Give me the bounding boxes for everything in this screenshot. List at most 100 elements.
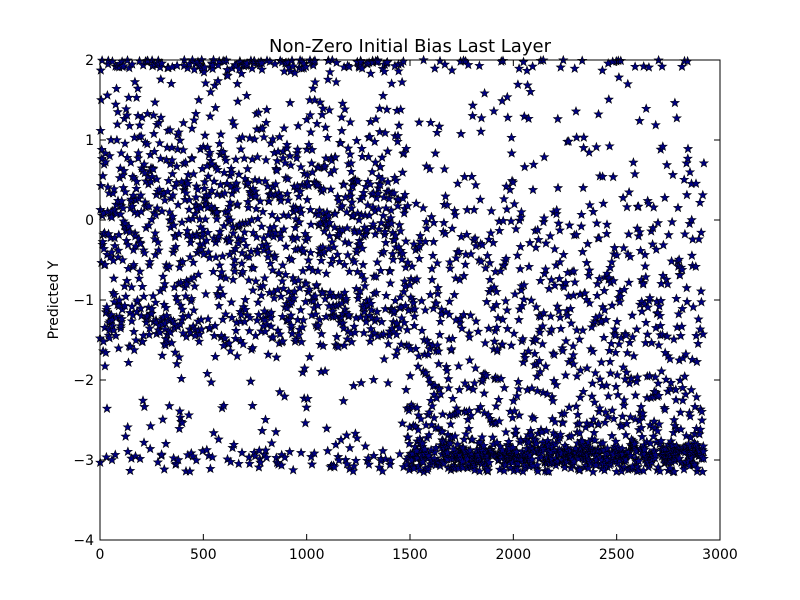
scatter-point (274, 328, 286, 339)
scatter-point (100, 347, 111, 358)
x-tick-label: 500 (190, 547, 217, 563)
scatter-point (239, 153, 250, 163)
scatter-point (452, 178, 463, 188)
scatter-point (229, 254, 240, 265)
scatter-point (156, 449, 167, 459)
scatter-point (458, 270, 470, 281)
scatter-point (149, 146, 160, 157)
scatter-point (652, 425, 663, 436)
scatter-point (131, 176, 142, 186)
scatter-point (476, 431, 488, 442)
scatter-point (621, 330, 632, 340)
scatter-point (100, 259, 111, 270)
scatter-point (335, 137, 346, 148)
scatter-point (314, 97, 326, 107)
scatter-point (507, 412, 518, 423)
scatter-point (245, 376, 256, 386)
scatter-point (385, 277, 396, 288)
scatter-point (510, 424, 521, 434)
scatter-point (110, 99, 121, 109)
scatter-point (488, 105, 500, 116)
scatter-point (438, 217, 450, 228)
scatter-point (180, 157, 191, 167)
scatter-point (278, 209, 289, 220)
scatter-point (310, 290, 321, 301)
scatter-point (200, 288, 211, 299)
scatter-point (453, 246, 465, 257)
scatter-point (95, 125, 106, 136)
scatter-point (605, 262, 616, 273)
scatter-point (301, 144, 313, 154)
scatter-point (365, 323, 377, 334)
scatter-point (144, 323, 155, 333)
scatter-point (522, 79, 533, 90)
scatter-point (220, 308, 231, 319)
scatter-point (178, 117, 189, 128)
scatter-point (391, 175, 402, 185)
scatter-point (590, 315, 601, 326)
scatter-point (671, 293, 682, 304)
scatter-point (555, 429, 566, 439)
scatter-point (563, 402, 575, 412)
scatter-point (316, 328, 327, 339)
scatter-point (295, 447, 307, 458)
scatter-point (324, 66, 336, 77)
scatter-point (391, 329, 402, 339)
scatter-point (462, 414, 474, 425)
scatter-point (157, 350, 168, 360)
y-tick-label: −3 (73, 453, 94, 469)
scatter-point (597, 171, 608, 182)
scatter-point (358, 187, 369, 198)
scatter-point (394, 219, 405, 230)
scatter-point (310, 309, 321, 319)
scatter-point (242, 163, 253, 174)
scatter-point (691, 391, 702, 402)
scatter-point (167, 211, 178, 221)
scatter-point (480, 337, 491, 348)
scatter-point (630, 390, 641, 400)
scatter-point (688, 301, 699, 312)
scatter-point (571, 370, 583, 381)
scatter-point (618, 242, 629, 253)
scatter-point (357, 151, 368, 162)
scatter-point (578, 142, 589, 153)
scatter-point (534, 327, 545, 337)
scatter-point (601, 228, 612, 239)
scatter-point (537, 338, 548, 349)
scatter-point (172, 295, 183, 306)
scatter-point (174, 135, 186, 145)
scatter-point (515, 263, 526, 274)
scatter-point (465, 248, 477, 259)
scatter-point (606, 300, 618, 310)
scatter-point (513, 383, 524, 394)
scatter-point (113, 252, 124, 262)
scatter-point (155, 74, 166, 84)
scatter-point (535, 366, 546, 377)
scatter-point (257, 123, 268, 133)
scatter-point (332, 249, 343, 259)
scatter-point (97, 236, 108, 247)
scatter-point (698, 453, 709, 464)
scatter-point (647, 222, 659, 233)
scatter-point (256, 221, 267, 231)
scatter-point (588, 206, 599, 217)
scatter-point (298, 245, 309, 256)
scatter-point (293, 120, 304, 131)
scatter-point (274, 131, 285, 142)
scatter-point (159, 194, 171, 205)
scatter-point (257, 425, 268, 436)
scatter-point (612, 389, 624, 400)
scatter-point (447, 333, 458, 344)
scatter-point (344, 149, 356, 159)
scatter-point (100, 148, 111, 158)
scatter-point (543, 283, 555, 294)
scatter-point (479, 388, 490, 398)
scatter-point (143, 219, 154, 230)
scatter-point (551, 208, 562, 219)
scatter-point (330, 208, 341, 219)
scatter-point (278, 223, 290, 234)
scatter-point (681, 282, 692, 293)
scatter-point (643, 198, 654, 208)
scatter-point (666, 255, 677, 266)
scatter-point (440, 228, 451, 239)
